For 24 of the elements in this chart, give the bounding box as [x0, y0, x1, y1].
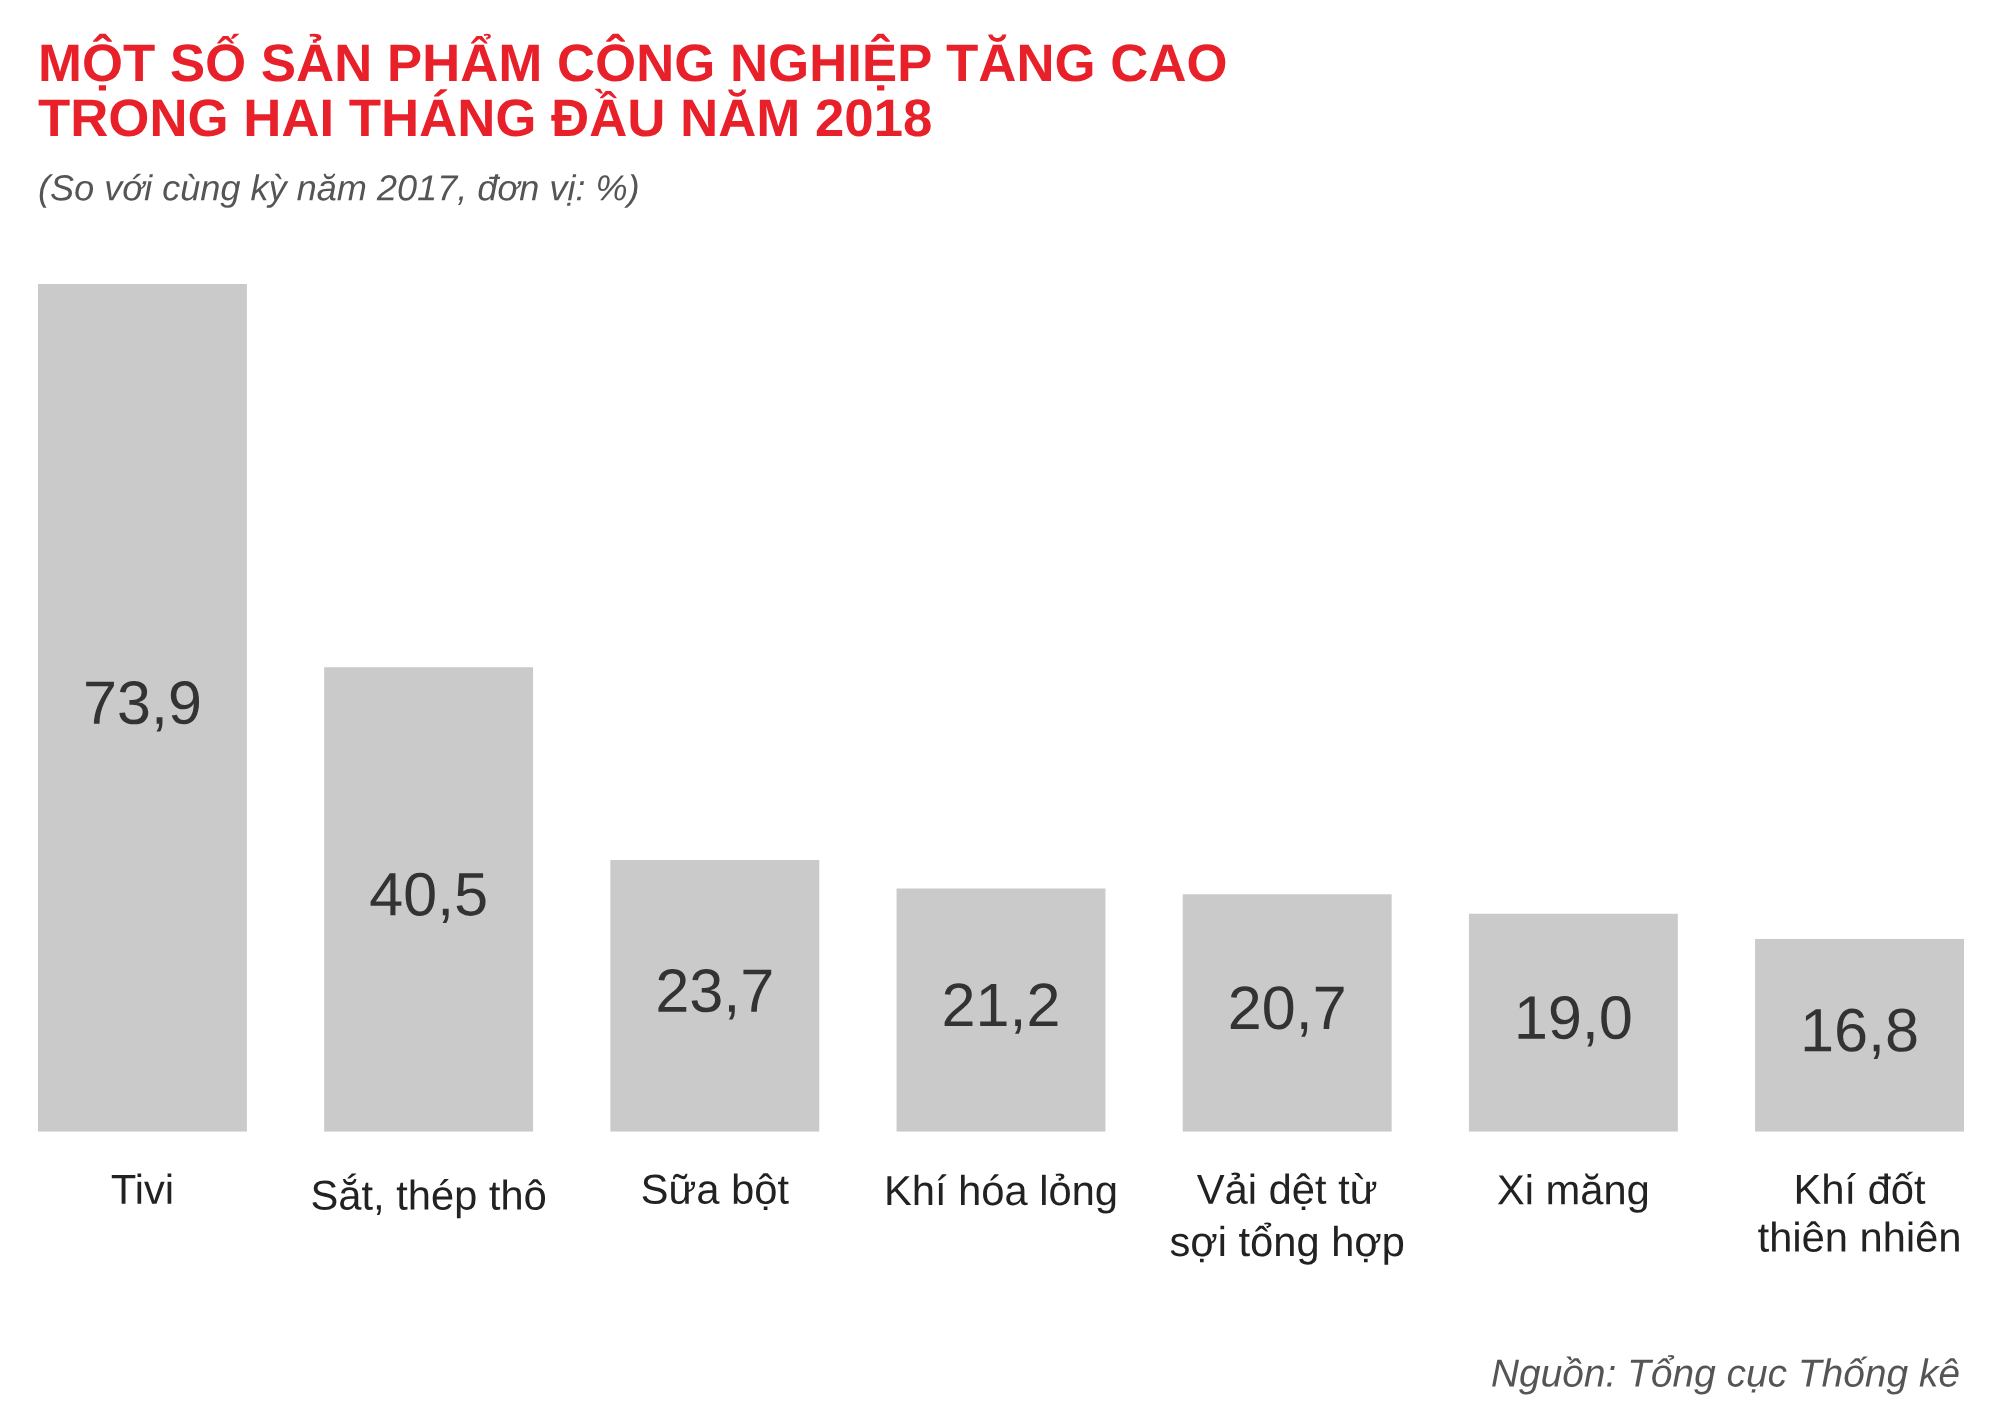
bar [1182, 894, 1392, 1132]
x-tick-label: Sữa bột [642, 1173, 789, 1210]
bar [38, 284, 247, 1132]
x-tick-label: Khí đốt thiên nhiên [1758, 1171, 1959, 1252]
data-label: 40,5 [370, 872, 486, 924]
data-label: 21,2 [944, 983, 1058, 1034]
data-label: 16,8 [1804, 1008, 1917, 1060]
data-label: 23,7 [658, 969, 772, 1020]
x-tick-label: Khí hóa lỏng [887, 1173, 1116, 1214]
chart-subtitle: (So với cùng kỳ năm 2017, đơn vị: %) [39, 173, 638, 208]
x-tick-label: Sắt, thép thô [312, 1173, 546, 1219]
bar [1468, 913, 1678, 1132]
bar [324, 667, 534, 1132]
chart-title: MỘT SỐ SẢN PHẨM CÔNG NGHIỆP TĂNG CAO TRONG HAI THÁNG ĐẦU NĂM 2018 [38, 33, 1226, 137]
x-tick-label: Xi măng [1497, 1173, 1648, 1213]
x-tick-label: Tivi [111, 1173, 172, 1204]
bar [1755, 939, 1964, 1132]
data-label: 73,9 [86, 681, 200, 732]
data-label: 20,7 [1230, 986, 1344, 1037]
bar [896, 888, 1106, 1132]
x-tick-label: Vải dệt từ sợi tổng hợp [1170, 1172, 1404, 1265]
data-label: 19,0 [1518, 995, 1631, 1047]
text: Nguồn: Tổng cục Thống kê [1492, 1355, 1959, 1395]
bar [610, 859, 820, 1132]
